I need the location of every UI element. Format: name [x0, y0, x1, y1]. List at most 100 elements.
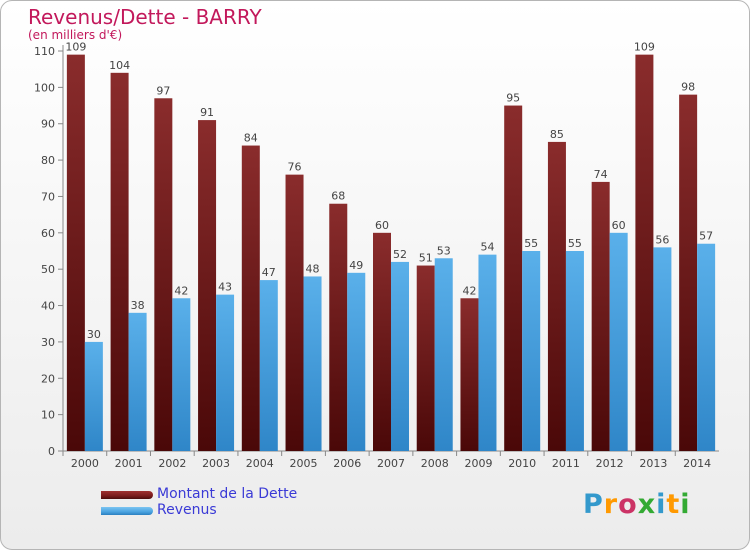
- data-label-revenus: 49: [349, 259, 363, 272]
- data-label-revenus: 54: [480, 241, 494, 254]
- x-tick-label: 2000: [71, 457, 99, 470]
- bar-dette: [66, 54, 85, 452]
- bar-dette: [591, 181, 610, 451]
- proxiti-logo: Proxiti: [583, 489, 691, 520]
- legend-label-dette: Montant de la Dette: [157, 486, 298, 502]
- y-tick-label: 60: [41, 227, 55, 240]
- y-tick-label: 0: [48, 445, 55, 458]
- data-label-dette: 104: [109, 59, 130, 72]
- bar-revenus: [84, 341, 103, 451]
- bar-dette: [110, 72, 129, 452]
- legend-label-revenus: Revenus: [157, 502, 217, 518]
- data-label-dette: 98: [681, 81, 695, 94]
- y-tick-label: 90: [41, 118, 55, 131]
- data-label-dette: 85: [550, 128, 564, 141]
- bar-revenus: [303, 276, 322, 451]
- y-tick-label: 40: [41, 300, 55, 313]
- x-tick-label: 2013: [639, 457, 667, 470]
- bar-dette: [373, 232, 391, 451]
- y-tick-label: 70: [41, 190, 55, 203]
- bar-dette: [241, 145, 260, 451]
- y-tick-label: 30: [41, 336, 55, 349]
- bar-revenus: [522, 251, 541, 451]
- data-label-revenus: 30: [87, 328, 101, 341]
- data-label-revenus: 55: [524, 237, 538, 250]
- x-tick-label: 2004: [246, 457, 274, 470]
- bar-dette: [460, 298, 479, 451]
- chart-subtitle: (en milliers d'€): [28, 28, 123, 42]
- bar-dette: [679, 94, 698, 452]
- data-label-revenus: 42: [174, 284, 188, 297]
- legend-swatch-revenus: [101, 507, 153, 515]
- x-tick-label: 2006: [333, 457, 361, 470]
- bar-revenus: [697, 243, 716, 451]
- bar-dette: [416, 265, 435, 451]
- y-tick-label: 100: [34, 81, 55, 94]
- data-label-dette: 51: [419, 252, 433, 265]
- x-tick-label: 2011: [552, 457, 580, 470]
- logo-letter: P: [583, 489, 604, 520]
- data-label-dette: 97: [156, 84, 170, 97]
- logo-letter: t: [666, 489, 681, 520]
- data-label-revenus: 47: [262, 266, 276, 279]
- data-label-revenus: 53: [437, 244, 451, 257]
- bar-revenus: [434, 258, 453, 451]
- bar-revenus: [609, 232, 628, 451]
- bar-dette: [635, 54, 654, 452]
- bar-dette: [154, 98, 173, 451]
- data-label-revenus: 38: [131, 299, 145, 312]
- data-label-revenus: 60: [612, 219, 626, 232]
- bar-dette: [504, 105, 523, 451]
- bar-dette: [198, 120, 217, 451]
- x-tick-label: 2002: [158, 457, 186, 470]
- data-label-revenus: 43: [218, 281, 232, 294]
- bar-dette: [285, 174, 304, 452]
- data-label-dette: 109: [65, 41, 86, 54]
- logo-letter: i: [656, 489, 667, 520]
- logo-letter: o: [618, 489, 638, 520]
- data-label-revenus: 48: [306, 262, 320, 275]
- data-label-dette: 60: [375, 219, 389, 232]
- y-tick-label: 20: [41, 372, 55, 385]
- data-label-dette: 84: [244, 132, 258, 145]
- data-label-dette: 42: [462, 284, 476, 297]
- x-tick-label: 2005: [290, 457, 318, 470]
- bar-dette: [547, 141, 566, 451]
- data-label-revenus: 57: [699, 230, 713, 243]
- x-tick-label: 2003: [202, 457, 230, 470]
- bar-revenus: [653, 247, 672, 451]
- logo-letter: x: [637, 489, 657, 520]
- data-label-dette: 74: [594, 168, 608, 181]
- bar-revenus: [391, 261, 409, 451]
- x-tick-label: 2009: [464, 457, 492, 470]
- data-label-dette: 91: [200, 106, 214, 119]
- logo-letter: r: [603, 489, 619, 520]
- data-label-revenus: 52: [393, 248, 407, 261]
- bar-revenus: [172, 298, 191, 451]
- x-tick-label: 2012: [596, 457, 624, 470]
- bar-revenus: [216, 294, 235, 451]
- legend-swatch-dette: [101, 491, 153, 499]
- chart-title: Revenus/Dette - BARRY: [28, 5, 262, 29]
- x-tick-label: 2001: [115, 457, 143, 470]
- data-label-revenus: 56: [655, 233, 669, 246]
- bar-revenus: [259, 280, 278, 451]
- bar-revenus: [347, 272, 366, 451]
- x-tick-label: 2014: [683, 457, 711, 470]
- data-label-dette: 76: [288, 161, 302, 174]
- bar-dette: [329, 203, 348, 451]
- bar-revenus: [478, 254, 497, 451]
- x-tick-label: 2010: [508, 457, 536, 470]
- data-label-dette: 68: [331, 190, 345, 203]
- x-tick-label: 2007: [377, 457, 405, 470]
- bar-revenus: [565, 251, 584, 451]
- data-label-dette: 109: [634, 41, 655, 54]
- data-label-dette: 95: [506, 92, 520, 105]
- bar-revenus: [128, 312, 147, 451]
- y-tick-label: 80: [41, 154, 55, 167]
- x-tick-label: 2008: [421, 457, 449, 470]
- y-tick-label: 50: [41, 263, 55, 276]
- y-tick-label: 10: [41, 409, 55, 422]
